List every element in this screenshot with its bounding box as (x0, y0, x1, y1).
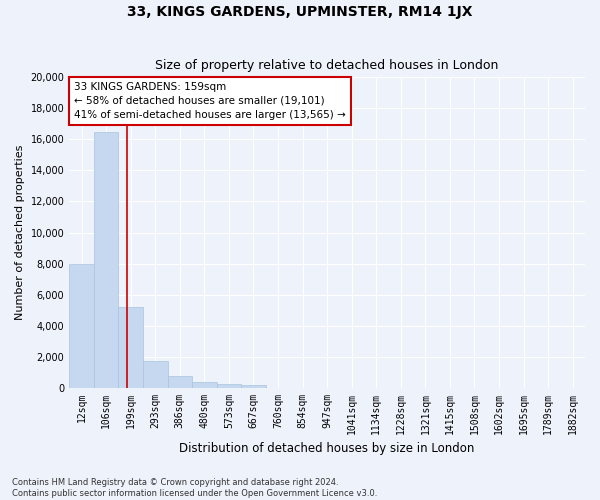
Bar (241, 384, 266, 388)
Bar (94, 132, 118, 388)
X-axis label: Distribution of detached houses by size in London: Distribution of detached houses by size … (179, 442, 475, 455)
Bar (217, 384, 241, 388)
Bar (69, 264, 94, 388)
Title: Size of property relative to detached houses in London: Size of property relative to detached ho… (155, 59, 499, 72)
Text: 33 KINGS GARDENS: 159sqm
← 58% of detached houses are smaller (19,101)
41% of se: 33 KINGS GARDENS: 159sqm ← 58% of detach… (74, 82, 346, 120)
Text: Contains HM Land Registry data © Crown copyright and database right 2024.
Contai: Contains HM Land Registry data © Crown c… (12, 478, 377, 498)
Bar (167, 376, 192, 388)
Bar (118, 307, 143, 388)
Bar (143, 360, 167, 388)
Y-axis label: Number of detached properties: Number of detached properties (15, 145, 25, 320)
Text: 33, KINGS GARDENS, UPMINSTER, RM14 1JX: 33, KINGS GARDENS, UPMINSTER, RM14 1JX (127, 5, 473, 19)
Bar (192, 382, 217, 388)
